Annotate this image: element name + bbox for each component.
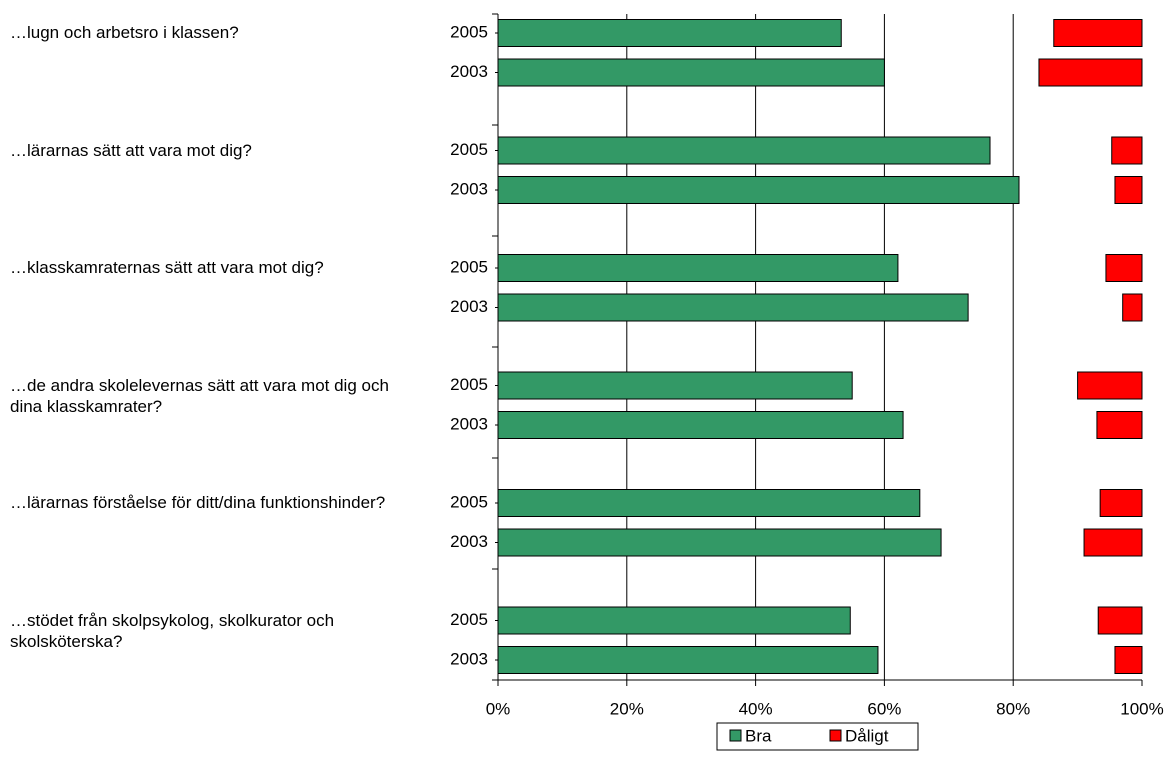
bar [1114,646,1143,674]
category-label: …lärarnas förståelse för ditt/dina funkt… [10,493,386,512]
row-label: 2005 [450,492,488,511]
x-tick-label: 100% [1120,699,1163,718]
legend-label: Bra [745,726,772,745]
row-label: 2005 [450,375,488,394]
bar [497,254,899,282]
bar [1083,528,1143,557]
bar [497,58,885,87]
bar [1105,254,1143,282]
bar [497,371,853,400]
bar [1111,136,1143,165]
bar [497,136,991,165]
category-label: …de andra skolelevernas sätt att vara mo… [10,375,389,416]
bar [1122,293,1143,322]
bar [1053,19,1143,47]
row-label: 2003 [450,179,488,198]
row-label: 2005 [450,140,488,159]
bar [1097,606,1143,635]
category-label: …lärarnas sätt att vara mot dig? [10,140,252,160]
bar [497,489,921,517]
bar [1038,58,1143,87]
legend-swatch [829,729,842,742]
bar [497,293,969,322]
row-label: 2003 [450,649,488,668]
x-tick-label: 80% [996,699,1030,718]
x-tick-label: 40% [739,699,773,718]
bar [497,646,879,674]
row-label: 2005 [450,610,488,629]
bar [497,411,904,439]
row-label: 2003 [450,297,488,316]
row-label: 2005 [450,257,488,276]
bar [1114,176,1143,204]
x-tick-label: 0% [486,699,511,718]
legend-swatch [729,729,742,742]
row-label: 2005 [450,22,488,41]
legend-box [716,722,919,751]
bar [1077,371,1143,400]
category-label: …lugn och arbetsro i klassen? [10,23,239,42]
bar [497,176,1020,204]
category-label: …klasskamraternas sätt att vara mot dig? [10,258,324,277]
legend-label: Dåligt [845,726,889,745]
bar [497,528,942,557]
bar [1099,489,1143,517]
row-label: 2003 [450,532,488,551]
x-tick-label: 60% [867,699,901,718]
row-label: 2003 [450,414,488,433]
category-label: …stödet från skolpsykolog, skolkurator o… [10,610,335,651]
bar [497,606,851,635]
row-label: 2003 [450,62,488,81]
x-tick-label: 20% [610,699,644,718]
bar [1096,411,1143,439]
bar [497,19,842,47]
